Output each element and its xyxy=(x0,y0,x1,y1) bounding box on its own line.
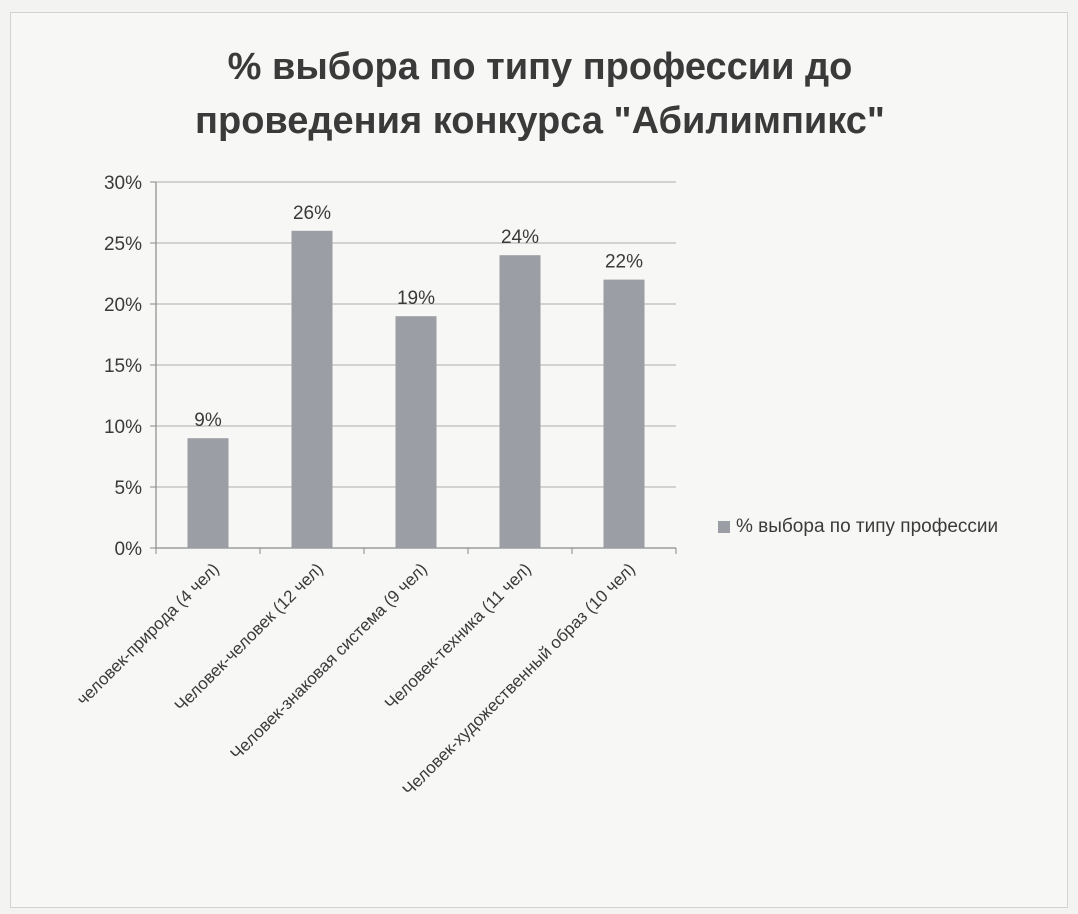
bar xyxy=(603,279,645,548)
y-tick-label: 25% xyxy=(104,234,142,255)
bar xyxy=(187,438,229,548)
bar xyxy=(395,316,437,548)
y-tick-label: 0% xyxy=(115,539,143,560)
data-labels: 9% 26% 19% 24% 22% xyxy=(194,203,643,431)
data-label: 22% xyxy=(605,252,643,273)
category-label: Человек-художественный образ (10 чел) xyxy=(399,559,639,799)
y-tick-label: 10% xyxy=(104,417,142,438)
legend-label: % выбора по типу профессии xyxy=(736,516,999,537)
y-tick-label: 5% xyxy=(115,478,143,499)
data-label: 26% xyxy=(293,203,331,224)
category-label: Человек-знаковая система (9 чел) xyxy=(227,559,431,763)
y-tick-label: 15% xyxy=(104,356,142,377)
bar xyxy=(291,230,333,549)
data-label: 9% xyxy=(194,410,222,431)
data-label: 19% xyxy=(397,288,435,309)
y-tick-label: 30% xyxy=(104,173,142,194)
chart-title: % выбора по типу профессии до проведения… xyxy=(195,46,885,142)
legend-swatch xyxy=(718,521,730,533)
bar xyxy=(499,255,541,548)
category-labels: человек-природа (4 чел)Человек-человек (… xyxy=(73,559,639,799)
y-tick-label: 20% xyxy=(104,295,142,316)
legend: % выбора по типу профессии xyxy=(718,516,998,538)
data-label: 24% xyxy=(501,227,539,248)
bars xyxy=(187,230,645,549)
